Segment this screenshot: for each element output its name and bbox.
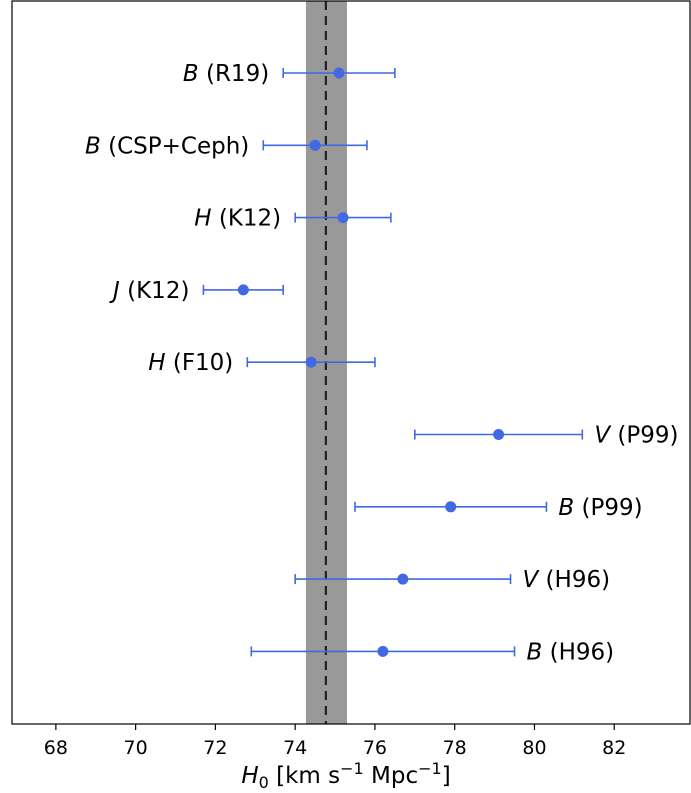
point-label-source-5: (P99): [610, 423, 678, 449]
marker-6: [445, 501, 457, 513]
axes-frame: [11, 0, 691, 725]
x-axis-label-sup2: −1: [418, 759, 442, 778]
x-tick-label-6: 80: [522, 737, 546, 759]
data-point-8: B (H96): [250, 639, 615, 665]
x-tick-label-4: 76: [363, 737, 387, 759]
point-label-source-2: (K12): [212, 206, 282, 232]
point-label-1: B (CSP+Ceph): [85, 133, 249, 159]
point-label-0: B (R19): [183, 61, 269, 87]
x-tick-label-5: 78: [443, 737, 467, 759]
point-label-band-8: B: [527, 639, 543, 665]
marker-1: [309, 139, 321, 151]
x-tick-label-2: 72: [203, 737, 227, 759]
x-axis-label-sup1: −1: [340, 759, 364, 778]
marker-5: [493, 429, 505, 440]
marker-2: [337, 212, 349, 224]
marker-0: [333, 67, 345, 79]
point-label-source-0: (R19): [199, 61, 270, 87]
marker-7: [397, 573, 409, 585]
point-label-5: V (P99): [594, 423, 678, 449]
point-label-4: H (F10): [148, 350, 233, 376]
point-label-source-8: (H96): [542, 639, 614, 665]
point-label-2: H (K12): [194, 206, 281, 232]
point-label-band-4: H: [148, 350, 165, 376]
x-tick-label-1: 70: [124, 737, 148, 759]
point-label-band-1: B: [85, 133, 101, 159]
x-tick-label-0: 68: [44, 737, 68, 759]
x-axis-label-subscript: 0: [259, 773, 269, 792]
point-label-6: B (P99): [558, 495, 642, 521]
point-label-band-0: B: [183, 61, 199, 87]
point-label-band-2: H: [194, 206, 211, 232]
point-label-3: J (K12): [109, 278, 189, 304]
x-axis-label-symbol: H: [241, 763, 258, 789]
point-label-7: V (H96): [523, 567, 611, 593]
tick-layer: 68 70 72 74 76 78 80 82: [44, 724, 626, 759]
data-point-4: H (F10): [148, 350, 376, 376]
plot-layer: B (R19)B (CSP+Ceph)H (K12)J (K12)H (F10)…: [85, 1, 678, 724]
point-label-source-6: (P99): [574, 495, 642, 521]
point-label-band-3: J: [109, 278, 120, 304]
x-axis-label-text2: Mpc: [364, 763, 418, 789]
point-label-band-6: B: [558, 495, 574, 521]
data-point-6: B (P99): [354, 495, 643, 521]
data-point-3: J (K12): [109, 278, 285, 304]
x-axis-label-text3: ]: [442, 763, 451, 789]
data-point-2: H (K12): [194, 206, 392, 232]
x-axis-label: H0 [km s−1 Mpc−1]: [241, 759, 450, 792]
data-point-7: V (H96): [294, 567, 611, 593]
data-point-0: B (R19): [183, 61, 396, 87]
x-tick-label-3: 74: [283, 737, 307, 759]
point-label-source-4: (F10): [166, 350, 234, 376]
marker-4: [305, 356, 317, 368]
x-axis-label-text1: [km s: [269, 763, 340, 789]
data-point-5: V (P99): [414, 423, 678, 449]
data-point-1: B (CSP+Ceph): [85, 133, 368, 159]
point-label-source-3: (K12): [120, 278, 190, 304]
marker-3: [237, 284, 249, 296]
point-label-band-5: V: [594, 423, 612, 449]
marker-8: [377, 645, 389, 657]
x-tick-label-7: 82: [602, 737, 626, 759]
point-label-band-7: V: [523, 567, 541, 593]
point-label-source-7: (H96): [538, 567, 610, 593]
point-label-source-1: (CSP+Ceph): [101, 133, 249, 159]
point-label-8: B (H96): [527, 639, 615, 665]
